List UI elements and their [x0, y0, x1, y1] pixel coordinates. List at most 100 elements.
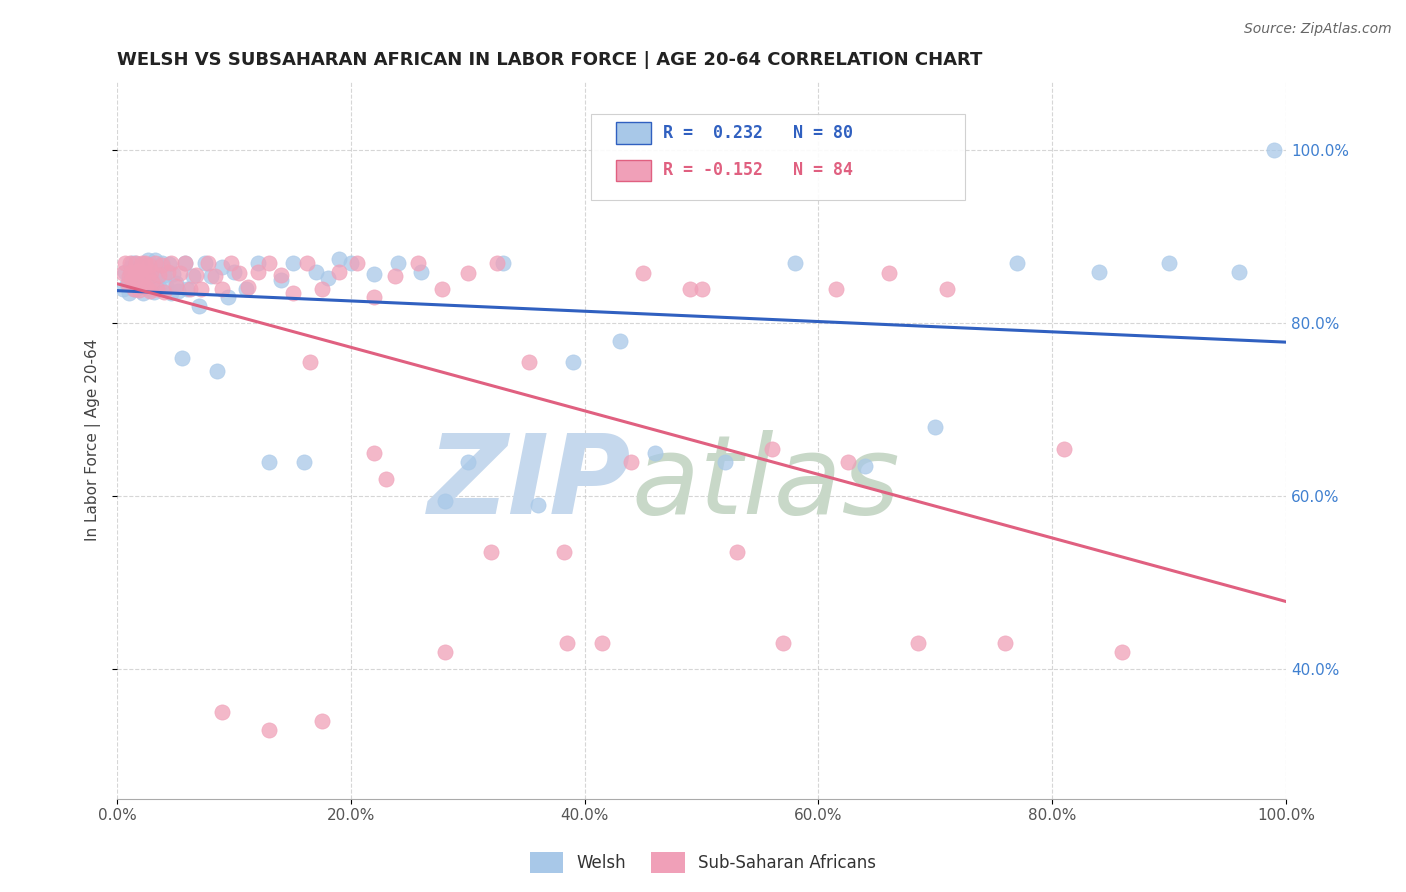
Point: [125, 256, 148, 270]
FancyBboxPatch shape: [591, 113, 965, 200]
Point: [162, 267, 184, 281]
Point: [122, 282, 145, 296]
Point: [121, 273, 143, 287]
Point: [117, 277, 139, 292]
Point: [124, 266, 146, 280]
Point: [138, 282, 160, 296]
Point: [1111, 645, 1133, 659]
Point: [411, 264, 433, 278]
Point: [714, 455, 737, 469]
Text: Source: ZipAtlas.com: Source: ZipAtlas.com: [1244, 22, 1392, 37]
Point: [1263, 144, 1285, 158]
Point: [644, 446, 666, 460]
Text: WELSH VS SUBSAHARAN AFRICAN IN LABOR FORCE | AGE 20-64 CORRELATION CHART: WELSH VS SUBSAHARAN AFRICAN IN LABOR FOR…: [117, 51, 983, 69]
Point: [146, 282, 169, 296]
Text: atlas: atlas: [631, 430, 900, 537]
Point: [238, 280, 260, 294]
Point: [129, 266, 152, 280]
Point: [134, 267, 156, 281]
Point: [1159, 256, 1181, 270]
Point: [157, 257, 180, 271]
Point: [128, 283, 150, 297]
Point: [122, 282, 145, 296]
Point: [457, 455, 479, 469]
Point: [141, 260, 163, 275]
Point: [188, 299, 211, 313]
Point: [153, 268, 176, 282]
Point: [136, 268, 159, 283]
Point: [141, 275, 163, 289]
Legend: Welsh, Sub-Saharan Africans: Welsh, Sub-Saharan Africans: [523, 846, 883, 880]
Point: [148, 280, 170, 294]
Text: R =  0.232   N = 80: R = 0.232 N = 80: [664, 124, 853, 142]
Point: [257, 455, 280, 469]
Point: [228, 266, 250, 280]
Point: [1005, 256, 1028, 270]
Text: ZIP: ZIP: [427, 430, 631, 537]
Point: [115, 277, 138, 292]
Point: [1227, 264, 1250, 278]
Point: [211, 260, 233, 275]
Point: [907, 636, 929, 650]
Point: [167, 284, 190, 298]
Point: [457, 266, 479, 280]
Point: [129, 268, 152, 283]
Point: [311, 714, 333, 728]
Point: [120, 256, 142, 270]
Point: [346, 256, 368, 270]
Point: [363, 267, 385, 281]
Point: [112, 282, 135, 296]
Point: [127, 262, 149, 277]
Point: [124, 268, 146, 283]
Point: [128, 270, 150, 285]
Point: [363, 446, 385, 460]
Point: [211, 282, 233, 296]
Point: [620, 455, 643, 469]
Point: [281, 286, 304, 301]
Point: [295, 256, 318, 270]
Point: [609, 334, 631, 348]
Point: [118, 268, 141, 283]
Point: [936, 282, 959, 296]
Point: [1088, 264, 1111, 278]
Point: [292, 455, 315, 469]
Point: [430, 282, 453, 296]
Point: [134, 256, 156, 270]
Point: [217, 290, 239, 304]
Point: [132, 279, 155, 293]
Point: [387, 256, 409, 270]
Point: [205, 364, 228, 378]
Point: [139, 284, 162, 298]
Point: [127, 275, 149, 289]
Point: [131, 256, 153, 270]
Point: [176, 282, 198, 296]
Point: [690, 282, 713, 296]
Point: [785, 256, 807, 270]
Point: [631, 266, 654, 280]
Point: [328, 264, 350, 278]
Point: [148, 264, 170, 278]
Point: [235, 282, 257, 296]
Bar: [616, 160, 651, 181]
Point: [384, 268, 406, 283]
Point: [761, 442, 783, 456]
Point: [143, 256, 166, 270]
Point: [725, 544, 748, 558]
Point: [141, 264, 163, 278]
Point: [165, 276, 187, 290]
Point: [486, 256, 509, 270]
Point: [160, 286, 183, 301]
Point: [174, 256, 197, 270]
Point: [184, 268, 207, 282]
Point: [853, 458, 876, 473]
Point: [131, 279, 153, 293]
Point: [197, 256, 219, 270]
Point: [125, 282, 148, 296]
Point: [135, 280, 157, 294]
Point: [179, 282, 201, 296]
Point: [120, 260, 142, 275]
Point: [120, 268, 142, 283]
Point: [165, 279, 187, 293]
Point: [299, 355, 322, 369]
Point: [118, 286, 141, 301]
